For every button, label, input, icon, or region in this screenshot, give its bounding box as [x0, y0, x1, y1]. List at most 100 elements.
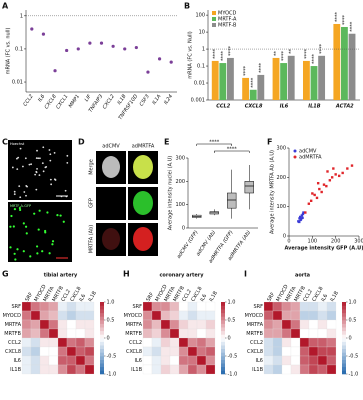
nucleus [23, 191, 26, 193]
nucleus [25, 194, 27, 197]
point [330, 176, 334, 179]
colorbar-step [221, 352, 225, 357]
point [328, 179, 332, 182]
cell [48, 346, 59, 357]
cell [281, 337, 292, 348]
nucleus [39, 157, 41, 160]
dot [53, 69, 57, 73]
cell [205, 328, 216, 339]
cell [66, 346, 77, 357]
point [334, 173, 337, 176]
panel-c: C Hoechst MRTF-A-GFP [2, 138, 72, 262]
nucleus [29, 255, 32, 258]
cell [299, 310, 310, 321]
panel-label: F [267, 138, 272, 147]
legend-swatch [212, 11, 216, 15]
bar [333, 23, 341, 101]
colorbar-step [100, 330, 104, 335]
cell [48, 355, 59, 366]
cell [75, 355, 86, 366]
point [320, 190, 323, 194]
column-label: CCL2 [181, 289, 193, 303]
nucleus [25, 184, 28, 187]
y-tick-label: 100 [195, 13, 205, 19]
colorbar-step [100, 363, 104, 368]
row-label: MRTFA [5, 322, 22, 328]
cell [308, 337, 319, 348]
cell [160, 337, 171, 348]
row-label: MYOCD [124, 313, 143, 319]
colorbar-step [100, 302, 104, 306]
cell [178, 301, 189, 312]
nucleus [22, 250, 25, 253]
y-tick-label: 1 [202, 47, 205, 53]
cell [290, 337, 301, 348]
dot [146, 70, 150, 74]
row-label: IL6 [14, 358, 21, 364]
cell [317, 337, 328, 348]
box [227, 192, 237, 209]
cell [281, 355, 292, 366]
row-label: CXCL8 [126, 349, 142, 355]
nucleus [16, 157, 18, 160]
colorbar-step [342, 305, 346, 310]
point [307, 202, 311, 205]
significance: **** [312, 54, 318, 65]
colorbar-step [100, 327, 104, 332]
nucleus [24, 225, 28, 228]
colorbar-step [342, 348, 346, 353]
x-tick-label: IL1B [308, 104, 321, 110]
cell [272, 319, 283, 330]
colorbar-step [342, 309, 346, 314]
cell [308, 346, 319, 357]
x-tick-label: CXCL8 [245, 104, 263, 110]
colorbar-step [100, 320, 104, 324]
significance: **** [228, 45, 234, 56]
row-label: MRTFB [246, 331, 263, 337]
cell [169, 355, 180, 366]
cell [299, 364, 310, 375]
nucleus [64, 189, 67, 192]
cell [160, 328, 171, 339]
colorbar-step [342, 356, 346, 360]
cell [326, 364, 337, 375]
dot [65, 48, 69, 53]
colorbar-step [342, 327, 346, 332]
cell [178, 355, 189, 366]
cell [272, 337, 283, 348]
cell [75, 346, 86, 357]
row-label: IL6 [256, 358, 263, 364]
cell [205, 337, 216, 348]
point [346, 167, 349, 170]
cell [263, 337, 274, 348]
cell [75, 328, 86, 339]
cell [48, 328, 59, 339]
point [350, 164, 354, 167]
cell [308, 328, 319, 339]
colorbar-step [221, 359, 225, 364]
legend-label: MRTF-A [218, 17, 237, 23]
colorbar-step [221, 366, 225, 371]
bar [318, 55, 326, 100]
colorbar-tick-label: -0.5 [228, 354, 238, 360]
cell [39, 328, 50, 339]
cell [317, 346, 328, 357]
cell [39, 364, 50, 375]
colorbar-step [221, 320, 225, 324]
panel-label: C [2, 138, 8, 147]
nucleus [14, 258, 17, 261]
nucleus [12, 225, 15, 228]
cell [151, 301, 162, 312]
y-tick-label: 0 [283, 234, 286, 240]
dot [169, 60, 173, 64]
y-tick-label: 0.001 [191, 98, 205, 104]
cell [21, 319, 32, 330]
colorbar-step [100, 341, 104, 346]
cell [30, 328, 41, 339]
cell [21, 310, 32, 321]
colorbar-step [100, 359, 104, 364]
colorbar-step [221, 312, 225, 317]
y-tick-label: 100 [276, 204, 286, 210]
cell [308, 364, 319, 375]
colorbar-step [221, 302, 225, 306]
